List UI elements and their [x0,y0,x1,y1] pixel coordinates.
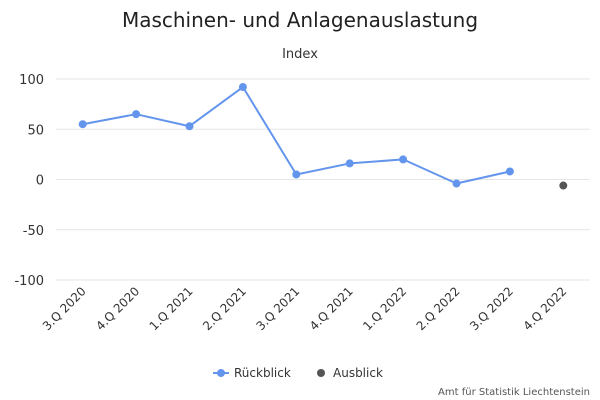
x-tick-label: 4.Q 2020 [93,284,142,333]
data-point-series-0[interactable] [185,122,194,131]
series-line-0 [82,86,511,185]
legend: Rückblick Ausblick [213,366,383,380]
y-tick-label: -50 [23,224,44,239]
x-tick-label: 3.Q 2022 [467,284,516,333]
legend-item-ausblick[interactable]: Ausblick [317,366,383,380]
x-tick-label: 2.Q 2021 [200,284,249,333]
legend-marker-rueckblick [217,369,225,377]
legend-item-rueckblick[interactable]: Rückblick [213,366,291,380]
legend-label-ausblick: Ausblick [333,366,383,380]
x-axis-ticks: 3.Q 2020 4.Q 2020 1.Q 2021 2.Q 2021 3.Q 2021… [40,284,570,333]
chart-subtitle: Index [282,47,318,62]
data-point-series-0[interactable] [399,155,408,164]
data-point-series-0[interactable] [292,170,301,179]
data-point-series-1[interactable] [559,181,568,190]
x-tick-label: 3.Q 2021 [253,284,302,333]
y-tick-label: 50 [27,123,44,138]
grid-lines [56,78,590,281]
series-layer [78,83,568,190]
legend-marker-ausblick [317,369,325,377]
data-point-series-0[interactable] [238,83,247,92]
y-tick-label: 0 [36,174,44,189]
data-point-series-0[interactable] [132,110,141,119]
legend-label-rueckblick: Rückblick [234,366,291,380]
y-tick-label: 100 [19,73,44,88]
data-point-series-0[interactable] [78,120,87,129]
data-point-series-0[interactable] [505,167,514,176]
x-tick-label: 4.Q 2022 [520,284,569,333]
x-tick-label: 1.Q 2022 [360,284,409,333]
data-point-series-0[interactable] [345,159,354,168]
y-axis-ticks: 100 50 0 -50 -100 [14,73,44,289]
x-tick-label: 1.Q 2021 [147,284,196,333]
x-tick-label: 3.Q 2020 [40,284,89,333]
chart-credit[interactable]: Amt für Statistik Liechtenstein [438,387,590,398]
data-point-series-0[interactable] [452,179,461,188]
x-tick-label: 2.Q 2022 [414,284,463,333]
y-tick-label: -100 [14,274,44,289]
x-tick-label: 4.Q 2021 [307,284,356,333]
chart-title: Maschinen- und Anlagenauslastung [122,8,478,32]
